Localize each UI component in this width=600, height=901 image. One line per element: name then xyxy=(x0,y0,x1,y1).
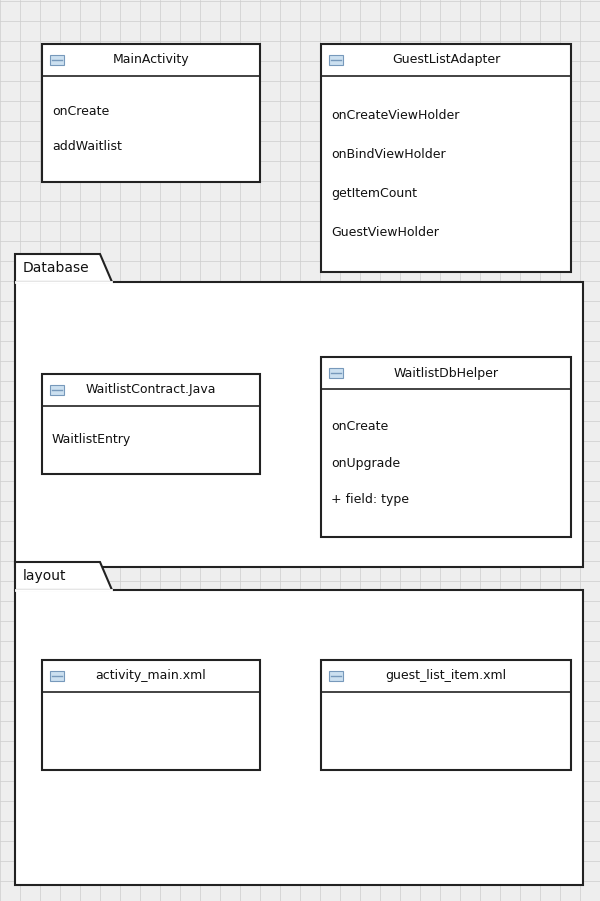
Bar xyxy=(42,44,260,182)
Text: WaitlistDbHelper: WaitlistDbHelper xyxy=(394,367,499,379)
Text: onBindViewHolder: onBindViewHolder xyxy=(331,148,446,161)
Bar xyxy=(42,374,260,474)
Text: Database: Database xyxy=(23,261,89,275)
Bar xyxy=(329,368,343,378)
Bar xyxy=(321,44,571,272)
Text: onCreate: onCreate xyxy=(331,420,388,432)
Bar xyxy=(50,385,64,395)
Text: GuestListAdapter: GuestListAdapter xyxy=(392,53,500,67)
Bar xyxy=(321,357,571,537)
Text: onUpgrade: onUpgrade xyxy=(331,457,400,469)
Text: WaitlistContract.Java: WaitlistContract.Java xyxy=(86,384,216,396)
Bar xyxy=(15,282,583,567)
Text: + field: type: + field: type xyxy=(331,494,409,506)
Text: MainActivity: MainActivity xyxy=(113,53,190,67)
Text: layout: layout xyxy=(23,569,67,583)
Text: activity_main.xml: activity_main.xml xyxy=(95,669,206,682)
Bar xyxy=(42,660,260,770)
Text: onCreate: onCreate xyxy=(52,105,109,118)
Bar xyxy=(50,55,64,65)
Bar xyxy=(329,55,343,65)
Bar xyxy=(321,660,571,770)
Bar xyxy=(50,671,64,681)
Text: addWaitlist: addWaitlist xyxy=(52,141,122,153)
Bar xyxy=(329,671,343,681)
Text: onCreateViewHolder: onCreateViewHolder xyxy=(331,109,460,122)
Text: GuestViewHolder: GuestViewHolder xyxy=(331,226,439,240)
Text: WaitlistEntry: WaitlistEntry xyxy=(52,433,131,447)
Polygon shape xyxy=(15,562,112,590)
Text: guest_list_item.xml: guest_list_item.xml xyxy=(385,669,506,682)
Text: getItemCount: getItemCount xyxy=(331,187,417,200)
Bar xyxy=(15,590,583,885)
Polygon shape xyxy=(15,254,112,282)
